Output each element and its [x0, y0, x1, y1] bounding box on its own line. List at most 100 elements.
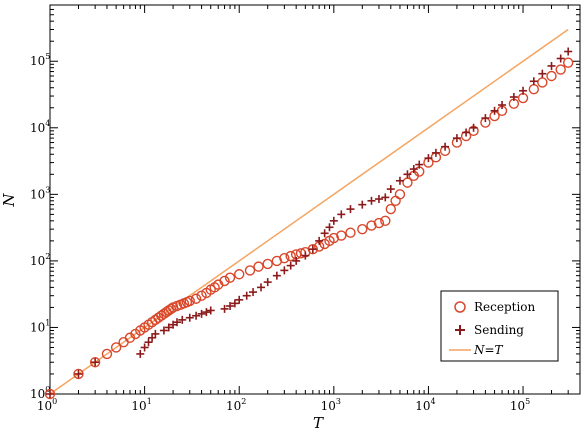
- y-tick-label: 102: [30, 252, 50, 268]
- sending-point: [257, 283, 266, 292]
- reception-point: [165, 303, 177, 315]
- sending-point: [197, 309, 206, 318]
- reception-point: [110, 342, 122, 353]
- sending-point: [292, 256, 301, 265]
- sending-point: [272, 271, 281, 280]
- reception-point: [279, 252, 290, 264]
- y-axis-label: N: [0, 193, 18, 208]
- reception-point: [262, 258, 273, 270]
- sending-point: [329, 216, 338, 225]
- series-layer: [44, 28, 574, 400]
- legend-line-label: N=T: [473, 343, 504, 357]
- legend-reception-label: Reception: [474, 300, 536, 314]
- x-tick-label: 105: [510, 397, 530, 413]
- x-tick-label: 101: [131, 397, 151, 413]
- reception-point: [156, 310, 167, 321]
- x-tick-label: 102: [226, 397, 246, 413]
- sending-point: [431, 148, 440, 157]
- reception-point: [328, 232, 340, 244]
- sending-point: [367, 196, 376, 205]
- axis-ticks: [49, 4, 581, 395]
- sending-point: [462, 128, 471, 137]
- reception-point: [537, 77, 548, 88]
- reception-point: [555, 64, 566, 75]
- sending-point: [91, 358, 100, 367]
- sending-point: [381, 193, 390, 202]
- sending-point: [242, 291, 251, 300]
- sending-point: [346, 205, 355, 214]
- sending-point: [509, 93, 518, 102]
- sending-point: [159, 326, 168, 335]
- sending-point: [315, 236, 324, 245]
- reception-point: [285, 250, 296, 262]
- sending-point: [74, 369, 83, 378]
- sending-point: [564, 47, 573, 56]
- sending-point: [286, 261, 295, 270]
- sending-point: [249, 288, 258, 297]
- x-tick-label: 104: [415, 397, 435, 413]
- sending-point: [490, 106, 499, 115]
- sending-point: [358, 200, 367, 209]
- reception-point: [357, 223, 368, 235]
- reception-point: [101, 348, 113, 360]
- reception-point: [366, 220, 377, 231]
- sending-point: [403, 170, 412, 179]
- reception-point: [517, 92, 529, 104]
- legend-sending-label: Sending: [474, 323, 524, 337]
- sending-point: [202, 308, 211, 317]
- reception-point: [184, 295, 195, 307]
- reception-point: [385, 203, 396, 215]
- sending-point: [529, 77, 538, 86]
- reception-point: [219, 275, 230, 287]
- y-tick-label: 105: [30, 52, 50, 68]
- sending-point: [235, 295, 244, 304]
- sending-point: [151, 329, 160, 338]
- sending-point: [556, 54, 565, 63]
- reception-point: [546, 70, 557, 82]
- sending-point: [140, 343, 149, 352]
- reception-point: [307, 243, 319, 255]
- sending-point: [320, 229, 329, 238]
- reception-point: [73, 368, 84, 380]
- reception-point: [345, 227, 356, 238]
- sending-point: [337, 210, 346, 219]
- reception-point: [336, 230, 347, 241]
- x-axis-label: T: [313, 414, 324, 432]
- reception-point: [373, 217, 385, 229]
- sending-point: [409, 165, 418, 174]
- sending-point: [424, 154, 433, 163]
- x-tick-label: 103: [321, 397, 341, 413]
- sending-point: [136, 349, 145, 358]
- sending-point: [395, 176, 404, 185]
- sending-point: [46, 390, 54, 398]
- sending-point: [538, 69, 547, 78]
- legend: Reception Sending N=T: [440, 290, 559, 362]
- reception-point: [394, 189, 406, 200]
- reception-point: [390, 195, 401, 206]
- sending-point: [144, 338, 153, 347]
- reception-point: [380, 215, 391, 227]
- y-tick-label: 101: [30, 318, 50, 334]
- sending-point: [220, 304, 229, 313]
- sending-point: [519, 86, 528, 95]
- reception-point: [253, 261, 264, 272]
- reception-point: [234, 269, 245, 280]
- sending-point: [301, 251, 310, 260]
- sending-point: [498, 101, 507, 110]
- sending-point: [374, 195, 383, 204]
- sending-point: [308, 245, 317, 254]
- legend-reception-marker: [454, 301, 466, 313]
- reception-point: [562, 57, 574, 68]
- reception-point: [89, 357, 101, 368]
- y-tick-label: 104: [30, 119, 50, 135]
- sending-point: [547, 61, 556, 70]
- sending-point: [469, 123, 478, 132]
- sending-point: [441, 142, 450, 151]
- sending-point: [178, 315, 187, 324]
- sending-point: [192, 311, 201, 320]
- sending-point: [230, 299, 239, 308]
- y-tick-label: 103: [30, 185, 50, 201]
- legend-sending-marker: [455, 325, 465, 335]
- sending-point: [206, 306, 215, 315]
